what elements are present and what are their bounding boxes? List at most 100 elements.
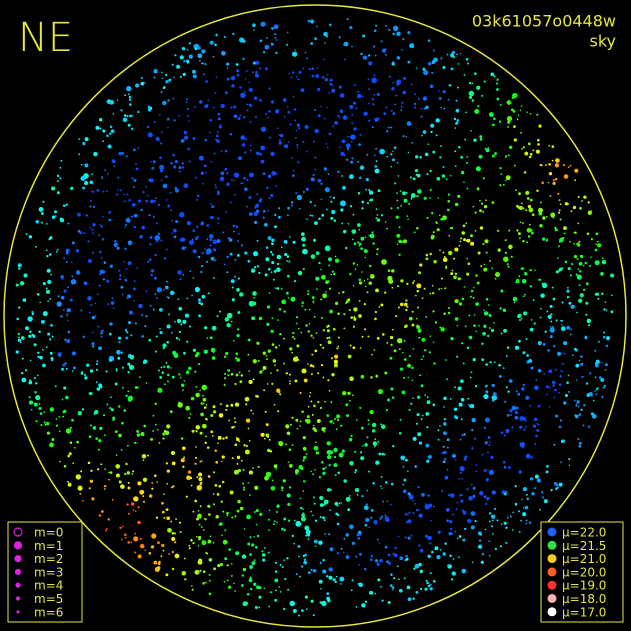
star [418, 441, 423, 445]
star [439, 249, 441, 252]
star [96, 189, 100, 192]
star [595, 243, 598, 245]
star [390, 503, 392, 506]
star [574, 179, 577, 182]
star [271, 242, 274, 246]
star [208, 579, 211, 582]
star [564, 202, 569, 206]
star [262, 558, 266, 562]
star [323, 519, 326, 522]
star [402, 191, 406, 196]
star [218, 413, 224, 418]
star [116, 99, 119, 101]
star [305, 453, 308, 455]
star [558, 482, 563, 487]
star [295, 316, 299, 319]
star [363, 302, 367, 306]
star [569, 274, 572, 277]
star [336, 347, 339, 350]
star [201, 540, 207, 546]
star [401, 48, 403, 51]
star [447, 98, 450, 101]
star [360, 374, 365, 379]
star [474, 437, 477, 440]
star [351, 114, 354, 116]
star [151, 482, 154, 484]
star [467, 262, 471, 266]
star [552, 384, 555, 387]
star [604, 301, 607, 303]
star [256, 239, 259, 242]
star [483, 80, 486, 83]
star [349, 26, 353, 30]
star [83, 180, 89, 186]
star [470, 289, 474, 293]
star [295, 573, 298, 576]
star [500, 332, 503, 335]
star [293, 337, 296, 340]
star [509, 175, 511, 178]
star [331, 373, 335, 377]
star [240, 459, 243, 462]
star [322, 293, 328, 299]
star [177, 114, 180, 117]
star [545, 385, 549, 389]
star [450, 272, 454, 276]
star [182, 389, 184, 392]
star [106, 190, 108, 192]
star [476, 281, 480, 285]
star [223, 355, 227, 358]
star [129, 114, 132, 118]
star [396, 243, 399, 246]
star [507, 120, 511, 124]
star [150, 199, 155, 204]
star [322, 558, 326, 562]
star [351, 579, 354, 582]
star [120, 351, 123, 354]
star [283, 145, 286, 148]
star [310, 254, 316, 259]
star [215, 33, 219, 37]
star [258, 606, 261, 609]
star [350, 134, 356, 140]
star [313, 502, 316, 505]
star [468, 95, 473, 100]
star [480, 533, 482, 536]
star [372, 103, 375, 106]
star [262, 210, 266, 213]
star [328, 264, 330, 267]
star [570, 210, 573, 213]
star [305, 150, 308, 153]
star [133, 280, 136, 282]
star [47, 300, 50, 303]
star [453, 117, 457, 121]
star [376, 92, 380, 97]
star [199, 59, 201, 62]
star [17, 332, 20, 336]
star [454, 299, 459, 304]
star [548, 386, 551, 389]
star [560, 461, 562, 464]
star [442, 257, 448, 263]
star [92, 205, 96, 209]
star [212, 248, 217, 252]
star [369, 233, 375, 239]
star [415, 317, 418, 320]
star [315, 451, 319, 455]
star [209, 203, 212, 205]
star [373, 154, 376, 156]
star [329, 420, 333, 424]
star [197, 544, 200, 547]
star [185, 101, 188, 103]
star [556, 484, 559, 487]
star [295, 322, 298, 325]
star [173, 353, 179, 358]
star [312, 301, 315, 304]
star [384, 514, 387, 517]
star [124, 536, 127, 539]
star [128, 103, 132, 106]
star [604, 369, 607, 371]
star [538, 278, 541, 281]
star [183, 557, 186, 560]
star [307, 290, 310, 293]
